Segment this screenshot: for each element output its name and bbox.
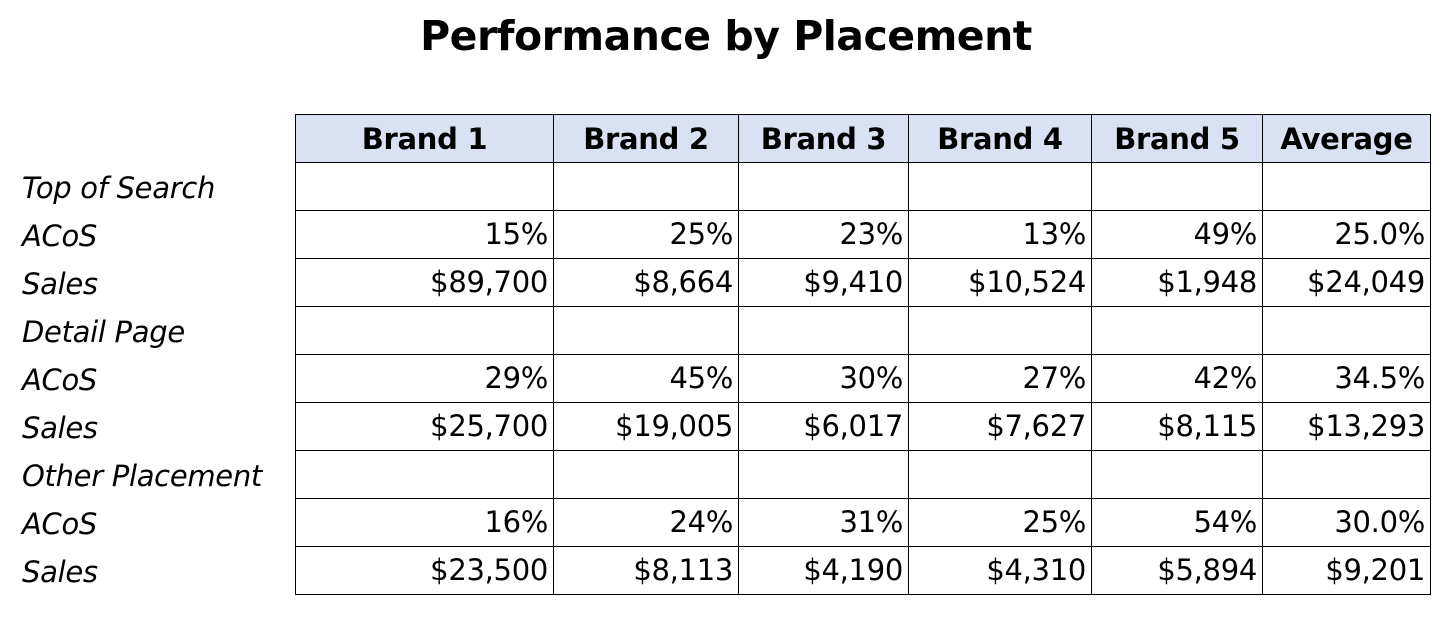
table-cell: $19,005 [553,402,739,451]
table-cell: $9,201 [1262,546,1431,595]
column-header-brand-5: Brand 5 [1091,114,1263,163]
table-cell: $9,410 [738,258,909,307]
table-cell [1262,306,1431,355]
table-cell [1262,162,1431,211]
table-cell: $6,017 [738,402,909,451]
table-cell [295,162,554,211]
table-row: $89,700 $8,664 $9,410 $10,524 $1,948 $24,049 [295,258,1431,307]
table-cell [295,450,554,499]
row-label: Other Placement [22,459,263,493]
row-label: ACoS [22,363,98,397]
table-cell: 27% [908,354,1092,403]
table-cell: $4,310 [908,546,1092,595]
column-header-brand-4: Brand 4 [908,114,1092,163]
table-cell: $8,113 [553,546,739,595]
column-header-brand-2: Brand 2 [553,114,739,163]
row-label: ACoS [22,219,98,253]
table-cell: $4,190 [738,546,909,595]
table-cell: $23,500 [295,546,554,595]
column-header-average: Average [1262,114,1431,163]
table-row: 16% 24% 31% 25% 54% 30.0% [295,498,1431,547]
row-labels: Top of Search ACoS Sales Detail Page ACoS Sal… [22,163,294,595]
table-cell: 31% [738,498,909,547]
table-cell: 25.0% [1262,210,1431,259]
row-label: Sales [22,411,98,445]
table-cell: $1,948 [1091,258,1263,307]
table-cell [908,162,1092,211]
table-cell: 45% [553,354,739,403]
table-cell: 13% [908,210,1092,259]
column-header-brand-1: Brand 1 [295,114,554,163]
table-row [295,306,1431,355]
table-cell: 42% [1091,354,1263,403]
table-cell: 34.5% [1262,354,1431,403]
row-label: Sales [22,555,98,589]
table-cell [1091,450,1263,499]
table-cell: $89,700 [295,258,554,307]
table-row: 15% 25% 23% 13% 49% 25.0% [295,210,1431,259]
table-cell [295,306,554,355]
table-cell: $7,627 [908,402,1092,451]
table-cell [738,162,909,211]
table-cell: 15% [295,210,554,259]
table-cell: $8,664 [553,258,739,307]
table-cell [908,450,1092,499]
table-cell [738,306,909,355]
table-row [295,450,1431,499]
table-cell [908,306,1092,355]
row-label: Detail Page [22,315,185,349]
table-cell: $8,115 [1091,402,1263,451]
table-cell: $25,700 [295,402,554,451]
table-cell: 25% [553,210,739,259]
column-header-brand-3: Brand 3 [738,114,909,163]
chart-title: Performance by Placement [420,12,1032,60]
table-cell: 54% [1091,498,1263,547]
table-row: 29% 45% 30% 27% 42% 34.5% [295,354,1431,403]
data-table: Brand 1 Brand 2 Brand 3 Brand 4 Brand 5 … [295,114,1431,595]
table-cell [553,450,739,499]
table-cell: $24,049 [1262,258,1431,307]
table-cell: 29% [295,354,554,403]
table-cell [1091,162,1263,211]
table-row: $23,500 $8,113 $4,190 $4,310 $5,894 $9,201 [295,546,1431,595]
table-row: $25,700 $19,005 $6,017 $7,627 $8,115 $13,293 [295,402,1431,451]
row-label: Top of Search [22,171,216,205]
table-cell [553,162,739,211]
table-cell: $10,524 [908,258,1092,307]
table-cell: 24% [553,498,739,547]
table-cell: 30.0% [1262,498,1431,547]
table-cell [738,450,909,499]
table-cell: $13,293 [1262,402,1431,451]
table-body: 15% 25% 23% 13% 49% 25.0% $89,700 $8,664 $9,410 $… [295,162,1431,595]
table-cell [1091,306,1263,355]
table-cell [553,306,739,355]
table-cell: 16% [295,498,554,547]
row-label: ACoS [22,507,98,541]
table-cell: 25% [908,498,1092,547]
row-label: Sales [22,267,98,301]
table-cell: $5,894 [1091,546,1263,595]
header-row: Brand 1 Brand 2 Brand 3 Brand 4 Brand 5 … [295,114,1431,163]
table-cell [1262,450,1431,499]
table-row [295,162,1431,211]
table-cell: 49% [1091,210,1263,259]
table-cell: 23% [738,210,909,259]
table-cell: 30% [738,354,909,403]
